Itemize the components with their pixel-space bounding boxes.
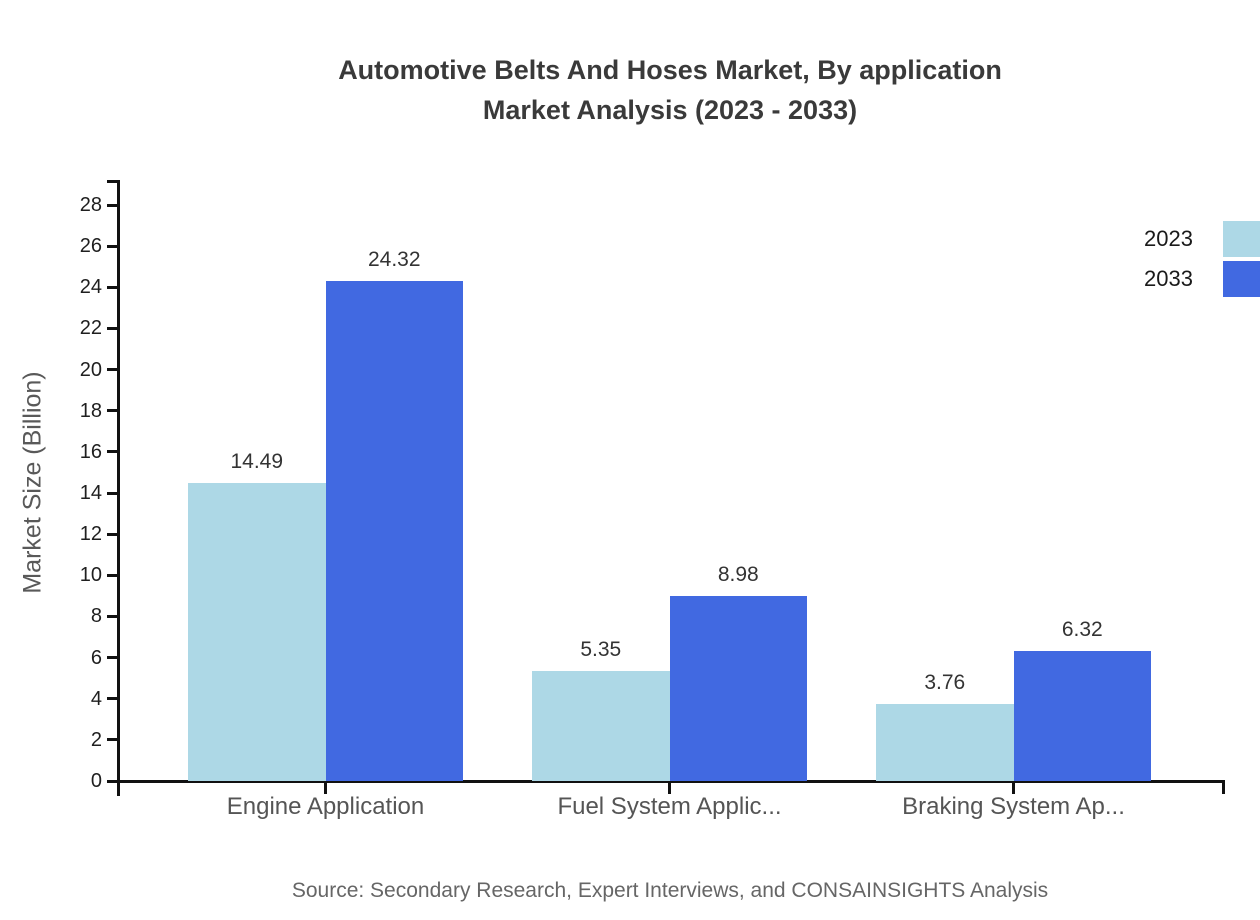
x-tick-mark (1012, 781, 1015, 794)
legend-swatch-icon (1223, 221, 1260, 257)
category-label-0: Engine Application (226, 793, 425, 820)
legend-item-2033[interactable]: 2033 (1000, 261, 1260, 297)
y-tick-mark (107, 779, 118, 783)
y-tick-label: 8 (90, 605, 102, 628)
y-tick-label: 0 (90, 770, 102, 792)
chart-title-line-2: Market Analysis (2023 - 2033) (482, 95, 858, 125)
category-label-1: Fuel System Applic... (557, 793, 782, 820)
category-label-2: Braking System Ap... (902, 793, 1125, 820)
y-axis-line (117, 180, 120, 796)
chart-title: Automotive Belts And Hoses Market, By ap… (80, 50, 1260, 130)
bar-2023-2[interactable] (876, 703, 1014, 781)
y-tick-label: 14 (79, 482, 102, 504)
x-tick-mark (324, 781, 327, 794)
y-tick-label: 10 (79, 564, 102, 587)
chart-title-line-1: Automotive Belts And Hoses Market, By ap… (338, 55, 1002, 85)
x-axis-line (107, 780, 1225, 783)
bar-value-label: 5.35 (580, 637, 622, 661)
y-tick-label: 18 (79, 399, 102, 422)
y-tick-mark (107, 326, 118, 330)
y-tick-mark (107, 409, 118, 413)
source-note: Source: Secondary Research, Expert Inter… (291, 879, 1049, 902)
y-tick-label: 12 (79, 523, 102, 546)
y-tick-mark (107, 244, 118, 248)
y-axis-end-tick (107, 180, 118, 183)
legend-label: 2023 (1144, 226, 1193, 251)
bar-value-label: 3.76 (924, 670, 966, 694)
y-tick-mark (107, 450, 118, 454)
y-tick-mark (107, 614, 118, 618)
bar-value-label: 24.32 (367, 247, 421, 271)
y-tick-mark (107, 656, 118, 660)
legend-item-2023[interactable]: 2023 (1000, 221, 1260, 257)
y-tick-label: 16 (79, 440, 102, 463)
bar-2033-1[interactable] (669, 596, 807, 781)
y-tick-mark (107, 285, 118, 289)
bar-value-label: 6.32 (1061, 617, 1103, 641)
y-tick-label: 26 (79, 235, 102, 258)
bar-2033-0[interactable] (325, 280, 463, 781)
y-tick-mark (107, 573, 118, 577)
y-tick-mark (107, 697, 118, 701)
y-tick-mark (107, 532, 118, 536)
y-tick-label: 4 (90, 687, 102, 710)
bar-value-label: 14.49 (230, 449, 284, 473)
y-tick-label: 6 (90, 646, 102, 669)
y-tick-label: 28 (79, 194, 102, 216)
y-tick-mark (107, 738, 118, 742)
y-tick-mark (107, 491, 118, 495)
legend-swatch-icon (1223, 261, 1260, 297)
y-tick-mark (107, 368, 118, 372)
y-tick-mark (107, 203, 118, 207)
y-tick-label: 24 (79, 276, 102, 299)
x-tick-mark (668, 781, 671, 794)
y-tick-label: 20 (79, 358, 102, 381)
x-axis-end-tick (1222, 781, 1225, 794)
bar-2023-1[interactable] (532, 670, 670, 781)
legend-label: 2033 (1144, 266, 1193, 291)
bar-2023-0[interactable] (188, 482, 326, 781)
y-tick-label: 22 (79, 317, 102, 340)
bar-2033-2[interactable] (1013, 650, 1151, 781)
bar-value-label: 8.98 (717, 563, 759, 587)
y-tick-label: 2 (90, 728, 102, 751)
